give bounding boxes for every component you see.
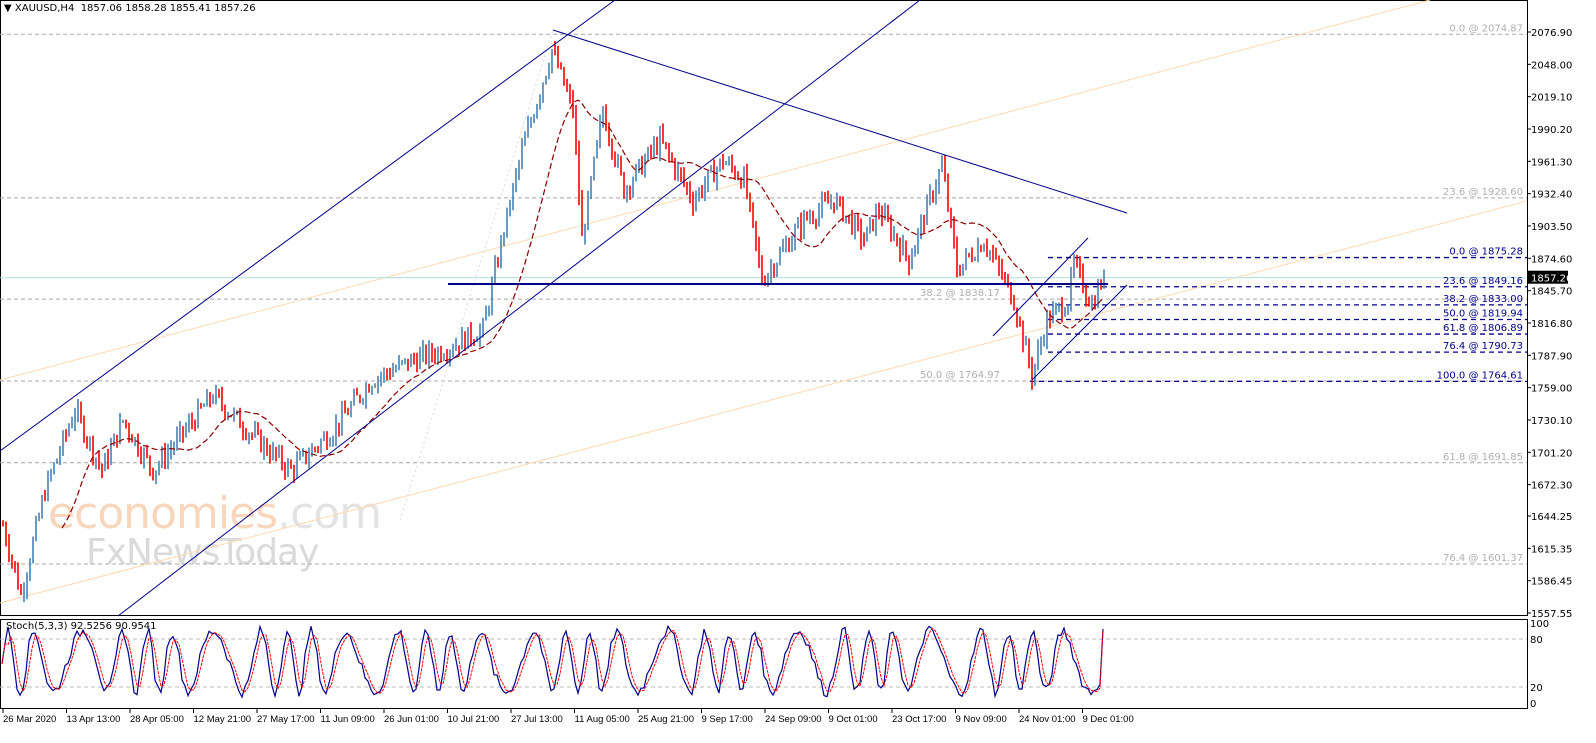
y-tick-label: 1586.45 xyxy=(1531,577,1572,588)
fib-label-old: 50.0 @ 1764.97 xyxy=(920,370,1000,381)
watermark-fxnewstoday: FxNewsToday xyxy=(86,532,319,573)
orange-channel-line xyxy=(0,200,1528,604)
stoch-axis-label: 80 xyxy=(1530,635,1543,646)
descending-trendline xyxy=(552,29,1128,214)
y-tick-label: 1816.80 xyxy=(1531,319,1572,330)
x-tick-label: 27 May 17:00 xyxy=(257,714,315,725)
stoch-signal-line xyxy=(1,627,1104,694)
y-tick-label: 1672.30 xyxy=(1531,481,1572,492)
fib-label-old: 76.4 @ 1601.37 xyxy=(1443,553,1523,564)
fib-label-new: 76.4 @ 1790.73 xyxy=(1443,341,1523,352)
fib-label-new: 38.2 @ 1833.00 xyxy=(1443,294,1523,305)
fib-label-new: 50.0 @ 1819.94 xyxy=(1443,308,1523,319)
y-tick-label: 1701.20 xyxy=(1531,448,1572,459)
fib-label-old: 0.0 @ 2074.87 xyxy=(1449,23,1523,34)
x-tick-label: 12 May 21:00 xyxy=(194,714,252,725)
fib-label-new: 100.0 @ 1764.61 xyxy=(1437,370,1523,381)
x-tick-label: 27 Jul 13:00 xyxy=(511,714,563,725)
fib-label-new: 61.8 @ 1806.89 xyxy=(1443,323,1523,334)
ohlc-values: 1857.06 1858.28 1855.41 1857.26 xyxy=(80,3,256,14)
y-tick-label: 1615.35 xyxy=(1531,544,1572,555)
collapse-triangle-icon[interactable]: ▼ xyxy=(4,3,15,14)
y-tick-label: 1759.00 xyxy=(1531,384,1572,395)
fib-label-old: 23.6 @ 1928.60 xyxy=(1443,187,1523,198)
y-tick-label: 1787.90 xyxy=(1531,351,1572,362)
y-tick-label: 1644.25 xyxy=(1531,512,1572,523)
y-tick-label: 1730.10 xyxy=(1531,416,1572,427)
y-tick-label: 1903.50 xyxy=(1531,222,1572,233)
x-tick-label: 10 Jul 21:00 xyxy=(448,714,500,725)
small-channel-lower xyxy=(1031,284,1128,381)
y-tick-label: 2048.00 xyxy=(1531,60,1572,71)
current-price-label: 1857.26 xyxy=(1531,274,1572,285)
fib-label-new: 23.6 @ 1849.16 xyxy=(1443,276,1523,287)
y-tick-label: 1990.20 xyxy=(1531,125,1572,136)
stoch-axis-label: 0 xyxy=(1530,699,1536,710)
stoch-main-line xyxy=(1,624,1104,699)
lower-channel-line xyxy=(117,0,921,617)
fib-label-new: 0.0 @ 1875.28 xyxy=(1449,247,1523,258)
fib-label-old: 38.2 @ 1838.17 xyxy=(920,288,1000,299)
x-tick-label: 9 Dec 01:00 xyxy=(1083,714,1134,725)
x-tick-label: 11 Aug 05:00 xyxy=(575,714,630,725)
x-tick-label: 26 Mar 2020 xyxy=(3,714,56,725)
stoch-label: Stoch(5,3,3) 92.5256 90.9541 xyxy=(6,621,157,632)
stoch-panel-frame xyxy=(0,619,1528,709)
x-tick-label: 28 Apr 05:00 xyxy=(130,714,184,725)
x-tick-label: 26 Jun 01:00 xyxy=(384,714,439,725)
x-tick-label: 13 Apr 13:00 xyxy=(67,714,121,725)
x-tick-label: 9 Sep 17:00 xyxy=(702,714,753,725)
x-tick-label: 25 Aug 21:00 xyxy=(638,714,694,725)
x-tick-label: 11 Jun 09:00 xyxy=(321,714,375,725)
current-price-tag xyxy=(1528,270,1568,284)
upper-channel-line xyxy=(0,0,616,452)
orange-channel-line xyxy=(0,0,1431,381)
chart-header: ▼ XAUUSD,H4 1857.06 1858.28 1855.41 1857… xyxy=(4,3,256,14)
y-tick-label: 2019.10 xyxy=(1531,93,1572,104)
stoch-axis-label: 20 xyxy=(1530,683,1543,694)
price-panel-frame xyxy=(0,0,1528,616)
y-tick-label: 2076.90 xyxy=(1531,28,1572,39)
fib-label-old: 61.8 @ 1691.85 xyxy=(1443,452,1523,463)
moving-average-line xyxy=(61,99,1104,529)
small-channel-upper xyxy=(992,237,1089,337)
x-tick-label: 24 Sep 09:00 xyxy=(765,714,822,725)
x-tick-label: 9 Nov 09:00 xyxy=(956,714,1007,725)
fib-trend-dotted-line xyxy=(399,29,554,521)
y-tick-label: 1874.60 xyxy=(1531,254,1572,265)
symbol-label: XAUUSD,H4 xyxy=(14,3,75,14)
stoch-axis-label: 100 xyxy=(1530,619,1549,630)
y-tick-label: 1961.30 xyxy=(1531,157,1572,168)
watermark-economies: economies.com xyxy=(48,488,382,539)
x-tick-label: 24 Nov 01:00 xyxy=(1019,714,1076,725)
y-tick-label: 1557.55 xyxy=(1531,609,1572,620)
x-tick-label: 9 Oct 01:00 xyxy=(829,714,878,725)
x-tick-label: 23 Oct 17:00 xyxy=(892,714,946,725)
y-tick-label: 1932.40 xyxy=(1531,190,1572,201)
y-tick-label: 1845.70 xyxy=(1531,287,1572,298)
